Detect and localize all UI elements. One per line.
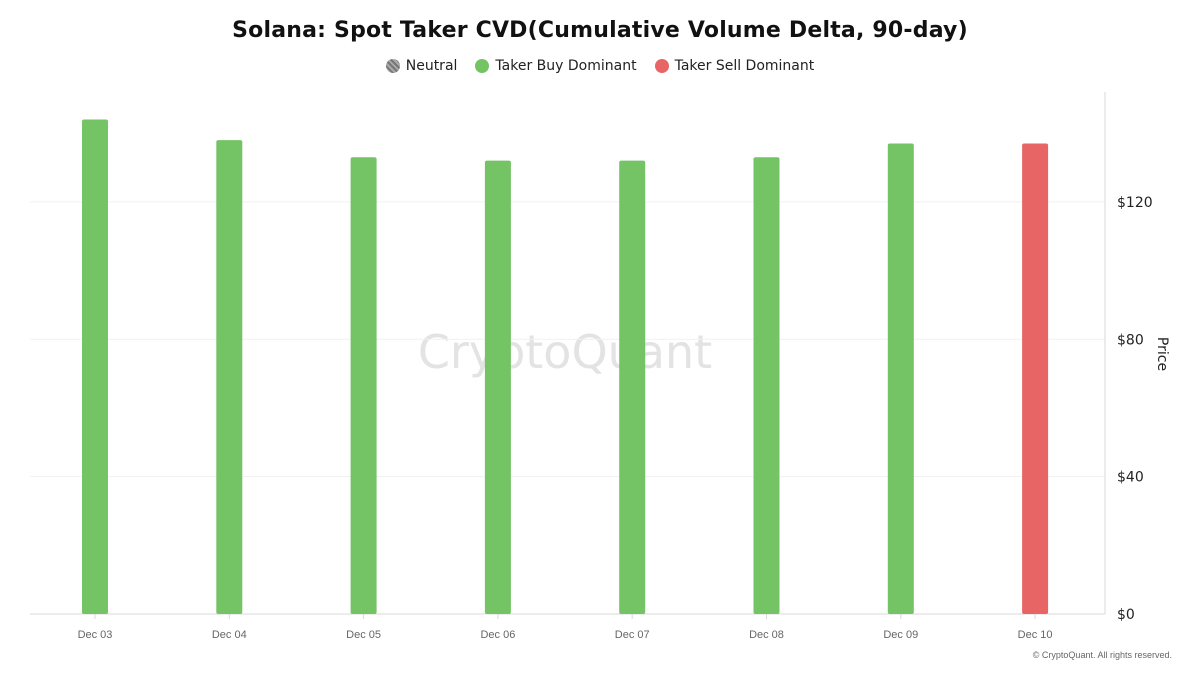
watermark: CryptoQuant xyxy=(418,325,712,379)
x-tick-label: Dec 05 xyxy=(346,629,381,641)
x-tick-label: Dec 07 xyxy=(615,629,650,641)
legend-swatch-neutral xyxy=(385,59,400,73)
y-tick-label: $0 xyxy=(1117,607,1135,623)
legend-item-sell[interactable]: Taker Sell Dominant xyxy=(654,58,815,74)
grid-lines xyxy=(30,201,1105,478)
bar-dec-03[interactable] xyxy=(82,119,108,614)
x-tick-label: Dec 04 xyxy=(212,629,247,641)
y-axis-ticks: $0 $40 $80 $120 xyxy=(1117,195,1153,623)
copyright-credit: © CryptoQuant. All rights reserved. xyxy=(1033,650,1172,660)
bar-dec-08[interactable] xyxy=(753,157,780,614)
bar-dec-04[interactable] xyxy=(216,140,243,614)
legend-item-buy[interactable]: Taker Buy Dominant xyxy=(475,58,637,74)
bar-dec-09[interactable] xyxy=(887,143,914,614)
legend-swatch-sell xyxy=(654,59,669,73)
y-axis-title: Price xyxy=(1154,337,1170,371)
bar-dec-07[interactable] xyxy=(619,160,646,614)
legend-label-sell: Taker Sell Dominant xyxy=(674,58,815,74)
bars xyxy=(82,119,1049,614)
x-tick-label: Dec 10 xyxy=(1018,629,1053,641)
legend-swatch-buy xyxy=(475,59,490,73)
chart-legend: Neutral Taker Buy Dominant Taker Sell Do… xyxy=(0,58,1200,74)
x-tick-label: Dec 03 xyxy=(78,629,113,641)
x-axis-ticks: Dec 03 Dec 04 Dec 05 Dec 06 Dec 07 Dec 08 Dec … xyxy=(78,614,1053,641)
x-tick-label: Dec 08 xyxy=(749,629,784,641)
legend-label-neutral: Neutral xyxy=(405,58,458,74)
legend-item-neutral[interactable]: Neutral xyxy=(385,58,458,74)
y-tick-label: $80 xyxy=(1117,332,1144,348)
x-tick-label: Dec 06 xyxy=(480,629,515,641)
bar-dec-06[interactable] xyxy=(484,160,511,614)
chart-title: Solana: Spot Taker CVD(Cumulative Volume… xyxy=(232,18,968,43)
bar-dec-05[interactable] xyxy=(350,157,377,614)
y-tick-label: $120 xyxy=(1117,195,1153,211)
legend-label-buy: Taker Buy Dominant xyxy=(495,58,637,74)
y-tick-label: $40 xyxy=(1117,470,1144,486)
bar-dec-10[interactable] xyxy=(1022,143,1049,614)
x-tick-label: Dec 09 xyxy=(883,629,918,641)
